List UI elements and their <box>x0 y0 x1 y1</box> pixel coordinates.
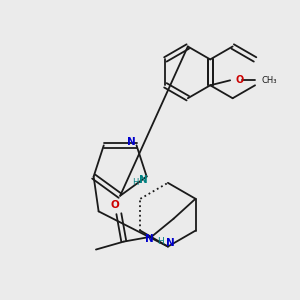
Text: N: N <box>139 175 148 184</box>
Text: O: O <box>110 200 119 210</box>
Text: H: H <box>133 178 139 187</box>
Text: CH₃: CH₃ <box>262 76 278 85</box>
Text: N: N <box>145 234 154 244</box>
Text: O: O <box>235 75 243 85</box>
Text: N: N <box>166 238 174 248</box>
Text: N: N <box>127 137 136 147</box>
Text: H: H <box>157 237 164 246</box>
